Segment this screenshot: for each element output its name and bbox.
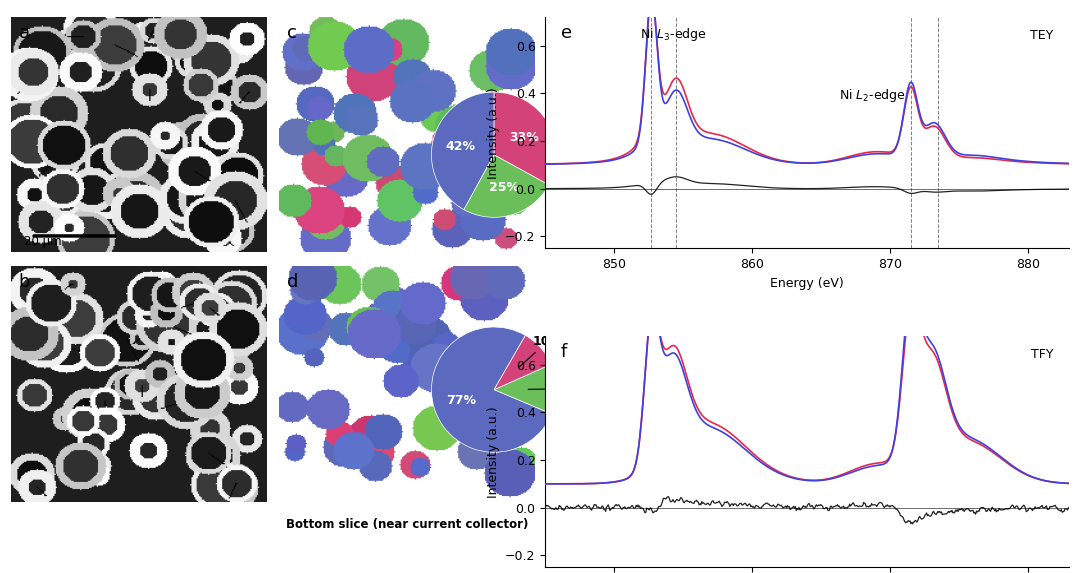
Text: b: b <box>18 273 30 292</box>
Text: 10%: 10% <box>519 335 563 367</box>
Text: Top slice (near separator): Top slice (near separator) <box>322 269 492 282</box>
Text: TFY: TFY <box>1031 348 1053 360</box>
Text: Mildly damaged: Mildly damaged <box>216 535 340 548</box>
Wedge shape <box>432 327 552 452</box>
FancyBboxPatch shape <box>194 523 362 564</box>
Wedge shape <box>495 92 556 185</box>
Y-axis label: Intensity (a.u.): Intensity (a.u.) <box>487 406 500 497</box>
Text: Least damaged: Least damaged <box>45 535 165 548</box>
Text: f: f <box>561 343 567 361</box>
Wedge shape <box>495 364 556 414</box>
Text: e: e <box>561 24 572 42</box>
Y-axis label: Intensity (a.u.): Intensity (a.u.) <box>487 87 500 179</box>
Wedge shape <box>495 335 551 390</box>
Text: 25%: 25% <box>489 181 518 194</box>
FancyBboxPatch shape <box>356 523 524 564</box>
Text: 77%: 77% <box>446 394 476 407</box>
Text: Ni $L_2$-edge: Ni $L_2$-edge <box>839 87 905 104</box>
Text: Ni $L_3$-edge: Ni $L_3$-edge <box>639 26 706 44</box>
X-axis label: Energy (eV): Energy (eV) <box>770 277 845 289</box>
Text: a: a <box>18 24 29 42</box>
Text: 13%: 13% <box>528 382 581 395</box>
Text: 42%: 42% <box>446 140 475 152</box>
Text: TEY: TEY <box>1030 29 1053 42</box>
Text: Severely damaged: Severely damaged <box>368 535 513 548</box>
Text: 33%: 33% <box>509 131 539 144</box>
Wedge shape <box>464 155 549 217</box>
Text: c: c <box>287 24 297 42</box>
FancyBboxPatch shape <box>22 523 189 564</box>
Text: d: d <box>287 273 298 292</box>
Wedge shape <box>432 92 495 210</box>
Text: 20 μm: 20 μm <box>24 235 62 248</box>
Text: Bottom slice (near current collector): Bottom slice (near current collector) <box>286 518 528 531</box>
